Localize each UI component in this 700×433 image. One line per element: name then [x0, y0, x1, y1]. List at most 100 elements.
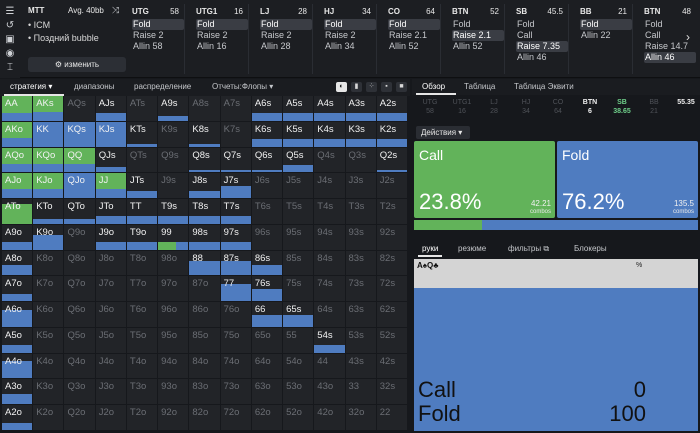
- hand-cell[interactable]: 84s: [314, 250, 345, 276]
- chevron-right-icon[interactable]: ›: [686, 30, 690, 44]
- list-icon[interactable]: ☰: [5, 6, 15, 17]
- hand-cell[interactable]: A7s: [220, 96, 251, 121]
- hand-cell[interactable]: A4o: [2, 353, 33, 379]
- tab-hands[interactable]: руки: [422, 244, 439, 253]
- hand-cell[interactable]: 63o: [251, 379, 283, 405]
- action-option[interactable]: Fold: [132, 19, 184, 30]
- hand-cell[interactable]: KJs: [95, 121, 126, 147]
- hand-cell[interactable]: J6s: [251, 173, 283, 199]
- hand-cell[interactable]: 93s: [345, 224, 376, 250]
- position-column[interactable]: BB 21 Fold Allin 22: [570, 0, 633, 78]
- hand-cell[interactable]: K6o: [33, 302, 64, 327]
- hand-cell[interactable]: T8s: [189, 199, 220, 224]
- hand-cell[interactable]: TT: [126, 199, 158, 224]
- hand-cell[interactable]: 97s: [220, 224, 251, 250]
- hand-cell[interactable]: T7s: [220, 199, 251, 224]
- action-option[interactable]: Allin 52: [389, 41, 419, 51]
- tab-flop-reports[interactable]: Отчеты:Флопы ▾: [212, 82, 274, 91]
- strip-position[interactable]: HJ 34: [521, 99, 531, 115]
- hand-cell[interactable]: 98s: [189, 224, 220, 250]
- action-option[interactable]: Raise 2: [197, 30, 228, 40]
- hand-cell[interactable]: 52s: [376, 327, 407, 353]
- strip-position[interactable]: BTN 6: [582, 99, 598, 115]
- hand-cell[interactable]: ATs: [126, 96, 158, 121]
- action-option[interactable]: Call: [517, 30, 533, 40]
- action-option[interactable]: Allin 22: [581, 30, 611, 40]
- hand-cell[interactable]: KQs: [64, 121, 95, 147]
- action-option[interactable]: Raise 2: [133, 30, 164, 40]
- hand-cell[interactable]: A3s: [345, 96, 376, 121]
- hand-cell[interactable]: 97o: [158, 276, 189, 302]
- hand-cell[interactable]: A4s: [314, 96, 345, 121]
- action-option[interactable]: Fold: [453, 19, 471, 29]
- hand-cell[interactable]: 75s: [283, 276, 314, 302]
- action-option[interactable]: Call: [645, 30, 661, 40]
- hand-cell[interactable]: AA: [2, 96, 33, 121]
- hand-cell[interactable]: 96o: [158, 302, 189, 327]
- hand-cell[interactable]: 65s: [283, 302, 314, 327]
- grid-medium-icon[interactable]: ▪: [381, 82, 392, 92]
- position-column[interactable]: SB 45.5 Fold Call Raise 7.35 Allin 46: [506, 0, 569, 78]
- hand-cell[interactable]: K3o: [33, 379, 64, 405]
- hand-cell[interactable]: KTs: [126, 121, 158, 147]
- hand-cell[interactable]: KTo: [33, 199, 64, 224]
- hand-cell[interactable]: 94o: [158, 353, 189, 379]
- split-view-icon[interactable]: ▮: [351, 82, 362, 92]
- strip-position[interactable]: BB 21: [649, 99, 659, 115]
- hand-cell[interactable]: Q9o: [64, 224, 95, 250]
- action-option[interactable]: Allin 16: [197, 41, 227, 51]
- hand-cell[interactable]: A9o: [2, 224, 33, 250]
- history-icon[interactable]: ↺: [5, 20, 15, 31]
- action-option[interactable]: Fold: [388, 19, 440, 30]
- action-option[interactable]: Allin 52: [453, 41, 483, 51]
- hand-cell[interactable]: Q4o: [64, 353, 95, 379]
- grid-large-icon[interactable]: ■: [396, 82, 407, 92]
- hand-cell[interactable]: K2s: [376, 121, 407, 147]
- hand-cell[interactable]: 96s: [251, 224, 283, 250]
- tab-table[interactable]: Таблица: [464, 82, 496, 91]
- action-option[interactable]: Raise 2.1: [452, 30, 504, 41]
- hand-cell[interactable]: 95s: [283, 224, 314, 250]
- hand-cell[interactable]: 75o: [220, 327, 251, 353]
- hand-cell[interactable]: Q5s: [283, 147, 314, 173]
- hand-cell[interactable]: T6o: [126, 302, 158, 327]
- hand-cell[interactable]: T2o: [126, 405, 158, 430]
- hand-cell[interactable]: K3s: [345, 121, 376, 147]
- gamepad-icon[interactable]: ◉: [5, 48, 15, 59]
- hand-cell[interactable]: J8o: [95, 250, 126, 276]
- hand-cell[interactable]: K9s: [158, 121, 189, 147]
- hand-cell[interactable]: J8s: [189, 173, 220, 199]
- hand-cell[interactable]: J7s: [220, 173, 251, 199]
- hand-cell[interactable]: J2s: [376, 173, 407, 199]
- hand-cell[interactable]: T2s: [376, 199, 407, 224]
- hand-cell[interactable]: K8o: [33, 250, 64, 276]
- shuffle-icon[interactable]: ⤨: [112, 5, 120, 15]
- hand-cell[interactable]: 86s: [251, 250, 283, 276]
- tab-equity-table[interactable]: Таблица Эквити: [514, 82, 574, 91]
- hand-cell[interactable]: 62s: [376, 302, 407, 327]
- hand-cell[interactable]: 42o: [314, 405, 345, 430]
- hand-cell[interactable]: 74s: [314, 276, 345, 302]
- action-option[interactable]: Allin 46: [644, 52, 696, 63]
- contrast-view-icon[interactable]: ◐: [336, 82, 347, 92]
- hand-cell[interactable]: J9o: [95, 224, 126, 250]
- hand-cell[interactable]: AKo: [2, 121, 33, 147]
- hand-cell[interactable]: T6s: [251, 199, 283, 224]
- hand-cell[interactable]: 64s: [314, 302, 345, 327]
- hand-cell[interactable]: Q8s: [189, 147, 220, 173]
- hand-cell[interactable]: J2o: [95, 405, 126, 430]
- hand-cell[interactable]: J4o: [95, 353, 126, 379]
- position-column[interactable]: BTN 52 Fold Raise 2.1 Allin 52: [442, 0, 505, 78]
- hand-cell[interactable]: 83s: [345, 250, 376, 276]
- hand-cell[interactable]: T7o: [126, 276, 158, 302]
- hand-cell[interactable]: Q4s: [314, 147, 345, 173]
- strip-position[interactable]: SB 38.65: [613, 99, 631, 115]
- hand-cell[interactable]: 84o: [189, 353, 220, 379]
- hand-cell[interactable]: 99: [158, 224, 189, 250]
- hand-cell[interactable]: 66: [251, 302, 283, 327]
- action-option[interactable]: Fold: [645, 19, 663, 29]
- hand-cell[interactable]: K2o: [33, 405, 64, 430]
- position-column[interactable]: BTN 48 Fold Call Raise 14.7 Allin 46: [634, 0, 697, 78]
- hand-cell[interactable]: Q2s: [376, 147, 407, 173]
- hand-cell[interactable]: 32o: [345, 405, 376, 430]
